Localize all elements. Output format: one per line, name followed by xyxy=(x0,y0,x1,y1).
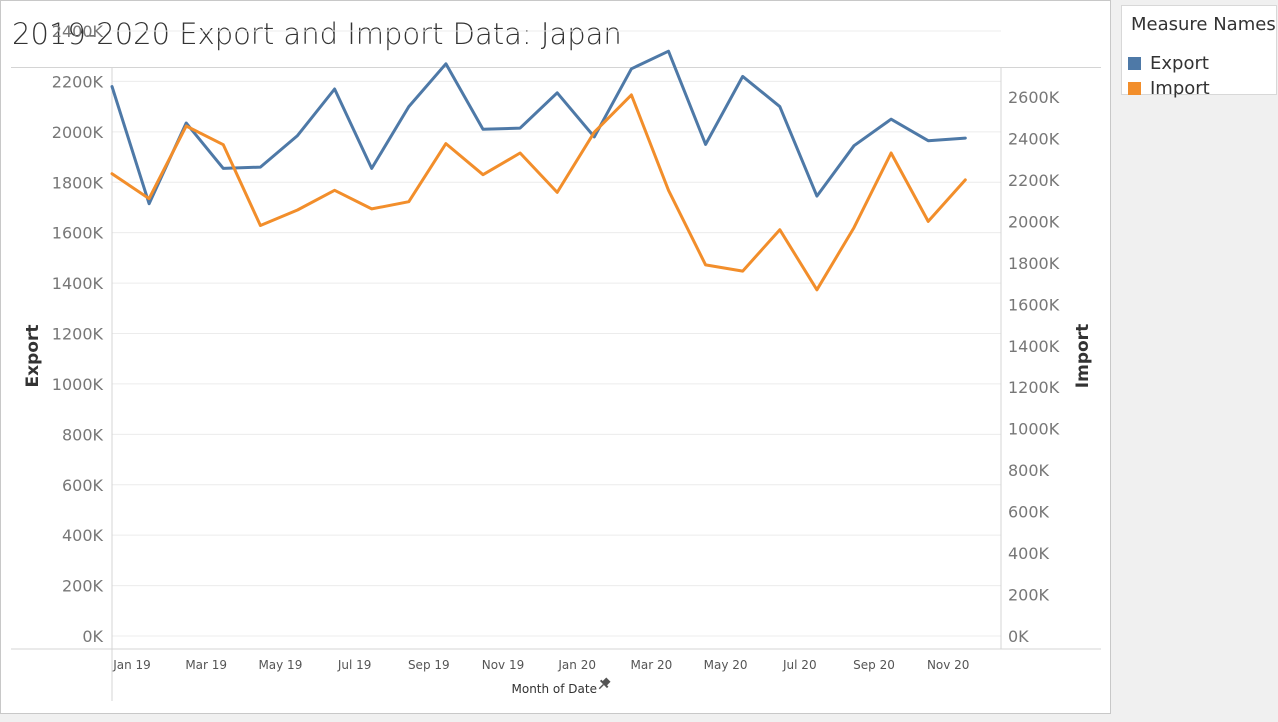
right-tick-label: 200K xyxy=(1008,586,1050,605)
series-lines[interactable] xyxy=(110,49,967,292)
left-axis-ticks: 0K 200K 400K 600K 800K 1000K 1200K 1400K 1600K 18… xyxy=(52,22,104,646)
right-tick-label: 2000K xyxy=(1008,212,1060,231)
pin-needle xyxy=(598,684,604,690)
right-tick-label: 1200K xyxy=(1008,378,1060,397)
right-tick-label: 0K xyxy=(1008,627,1029,646)
x-tick-label: May 19 xyxy=(258,658,302,672)
x-tick-label: Nov 19 xyxy=(482,658,525,672)
left-axis-title: Export xyxy=(23,325,43,388)
x-tick-label: Jul 19 xyxy=(337,658,372,672)
x-tick-label: Jan 20 xyxy=(557,658,596,672)
export-line[interactable] xyxy=(110,49,967,206)
right-tick-label: 2200K xyxy=(1008,171,1060,190)
left-tick-label: 0K xyxy=(82,627,103,646)
legend-item-export[interactable]: Export xyxy=(1128,52,1209,74)
legend-item-import[interactable]: Import xyxy=(1128,77,1210,99)
left-tick-label: 1600K xyxy=(52,224,104,243)
title-divider xyxy=(11,67,1101,68)
right-tick-label: 1600K xyxy=(1008,295,1060,314)
legend-title: Measure Names xyxy=(1131,14,1276,35)
left-tick-label: 1000K xyxy=(52,375,104,394)
x-axis-ticks: Jan 19 Mar 19 May 19 Jul 19 Sep 19 Nov 19 Jan … xyxy=(112,658,969,672)
left-tick-label: 1400K xyxy=(52,274,104,293)
left-tick-label: 600K xyxy=(62,476,104,495)
x-tick-label: May 20 xyxy=(704,658,748,672)
pin-base xyxy=(599,679,609,689)
export-swatch xyxy=(1128,56,1141,70)
legend: Measure Names Export Import xyxy=(1121,5,1277,99)
right-tick-label: 1800K xyxy=(1008,254,1060,273)
axes xyxy=(11,68,1101,701)
legend-label: Export xyxy=(1150,52,1209,74)
left-tick-label: 400K xyxy=(62,526,104,545)
left-tick-label: 1800K xyxy=(52,173,104,192)
right-tick-label: 400K xyxy=(1008,544,1050,563)
right-tick-label: 2600K xyxy=(1008,88,1060,107)
right-tick-label: 1400K xyxy=(1008,337,1060,356)
x-tick-label: Jul 20 xyxy=(782,658,817,672)
left-tick-label: 200K xyxy=(62,577,104,596)
legend-label: Import xyxy=(1150,77,1210,99)
import-swatch xyxy=(1128,81,1141,95)
x-tick-label: Sep 20 xyxy=(853,658,895,672)
x-tick-label: Sep 19 xyxy=(408,658,450,672)
left-tick-label: 1200K xyxy=(52,325,104,344)
pin-icon[interactable] xyxy=(596,676,612,692)
page-title: 2019-2020 Export and Import Data: Japan xyxy=(12,17,622,51)
right-tick-label: 2400K xyxy=(1008,129,1060,148)
left-tick-label: 2200K xyxy=(52,72,104,91)
x-tick-label: Jan 19 xyxy=(112,658,151,672)
right-tick-label: 600K xyxy=(1008,503,1050,522)
x-tick-label: Mar 19 xyxy=(185,658,227,672)
left-tick-label: 2000K xyxy=(52,123,104,142)
worksheet: 2019-2020 Export and Import Data: Japan … xyxy=(0,0,1111,714)
x-tick-label: Mar 20 xyxy=(631,658,673,672)
left-tick-label: 2400K xyxy=(52,22,104,41)
x-tick-label: Nov 20 xyxy=(927,658,970,672)
right-axis-ticks: 0K 200K 400K 600K 800K 1000K 1200K 1400K 1600K 18… xyxy=(1008,88,1060,646)
left-tick-label: 800K xyxy=(62,425,104,444)
import-line[interactable] xyxy=(110,93,967,292)
x-axis-title: Month of Date xyxy=(512,682,598,696)
right-tick-label: 1000K xyxy=(1008,420,1060,439)
right-axis-title: Import xyxy=(1073,324,1093,388)
line-chart[interactable]: 0K 200K 400K 600K 800K 1000K 1200K 1400K 1600K 18… xyxy=(1,1,1112,715)
right-tick-label: 800K xyxy=(1008,461,1050,480)
gridlines xyxy=(112,30,1001,637)
